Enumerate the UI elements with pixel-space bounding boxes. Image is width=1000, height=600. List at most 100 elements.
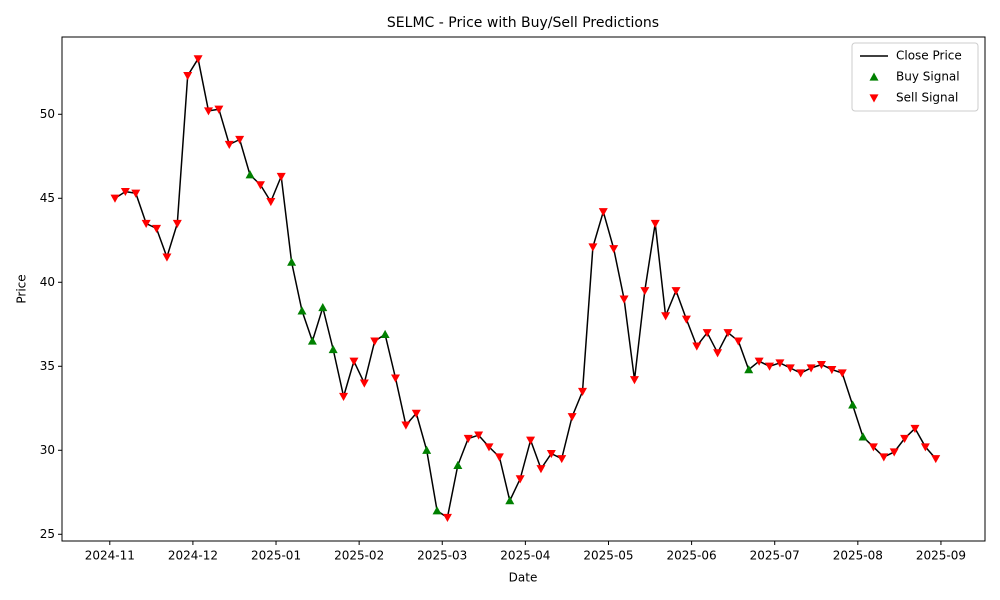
sell-marker (702, 329, 712, 338)
y-axis-label: Price (15, 274, 29, 303)
sell-marker (349, 357, 359, 366)
sell-marker (681, 315, 691, 324)
buy-marker (307, 336, 317, 345)
sell-marker (276, 172, 286, 181)
sell-marker (557, 455, 567, 464)
plot-frame (61, 36, 986, 542)
sell-marker (255, 181, 265, 190)
y-tick-label: 45 (40, 191, 55, 205)
x-tick-label: 2025-07 (750, 549, 800, 563)
x-tick-label: 2024-12 (168, 549, 218, 563)
y-tick-label: 35 (40, 359, 55, 373)
sell-marker (650, 219, 660, 228)
sell-marker (629, 376, 639, 385)
sell-marker (546, 450, 556, 459)
x-tick-label: 2025-05 (583, 549, 633, 563)
x-tick-label: 2025-08 (833, 549, 883, 563)
legend-box (851, 42, 979, 112)
buy-marker (287, 257, 297, 266)
sell-marker (879, 453, 889, 462)
buy-marker (422, 445, 432, 454)
legend-swatch (869, 94, 879, 103)
sell-marker (172, 219, 182, 228)
sell-marker (816, 361, 826, 370)
sell-marker (910, 424, 920, 433)
sell-marker (442, 513, 452, 522)
buy-marker (858, 432, 868, 441)
sell-marker (183, 72, 193, 81)
buy-marker (432, 506, 442, 515)
sell-marker (900, 434, 910, 444)
sell-marker (474, 431, 484, 440)
x-axis-label: Date (509, 571, 538, 585)
sell-marker (193, 55, 203, 64)
x-tick-label: 2024-11 (85, 549, 135, 563)
sell-marker (619, 295, 629, 304)
sell-marker (733, 337, 743, 346)
sell-marker (214, 105, 224, 114)
chart-title: SELMC - Price with Buy/Sell Predictions (387, 15, 659, 31)
buy-marker (505, 496, 515, 505)
sell-marker (401, 421, 411, 430)
sell-marker (765, 362, 775, 371)
x-tick-label: 2025-06 (667, 549, 717, 563)
sell-marker (359, 379, 369, 388)
sell-marker (588, 243, 598, 252)
sell-marker (224, 140, 234, 150)
x-tick-label: 2025-09 (916, 549, 966, 563)
sell-marker (889, 448, 899, 457)
sell-marker (806, 364, 816, 373)
sell-marker (640, 287, 650, 296)
y-tick-label: 40 (40, 275, 55, 289)
sell-marker (785, 364, 795, 373)
sell-marker (203, 107, 213, 116)
sell-marker (141, 219, 151, 228)
sell-marker (152, 224, 162, 234)
sell-marker (868, 443, 878, 452)
legend-swatch (869, 72, 879, 81)
sell-marker (339, 392, 349, 402)
sell-marker (775, 359, 785, 368)
sell-marker (671, 287, 681, 296)
sell-marker (463, 434, 473, 444)
sell-marker (578, 387, 588, 396)
buy-marker (744, 365, 754, 374)
y-tick-label: 25 (40, 527, 55, 541)
buy-marker (848, 400, 858, 409)
sell-marker (827, 366, 837, 375)
buy-marker (297, 306, 307, 315)
sell-marker (370, 337, 380, 346)
sell-marker (131, 189, 141, 198)
sell-marker (567, 413, 577, 422)
x-tick-label: 2025-04 (500, 549, 550, 563)
sell-marker (536, 465, 546, 474)
sell-marker (796, 369, 806, 378)
x-tick-label: 2025-03 (417, 549, 467, 563)
sell-marker (494, 453, 504, 462)
buy-marker (245, 170, 255, 179)
sell-marker (692, 342, 702, 351)
buy-marker (453, 460, 463, 469)
y-tick-label: 50 (40, 107, 55, 121)
sell-marker (931, 455, 941, 464)
sell-marker (609, 245, 619, 254)
x-tick-label: 2025-02 (334, 549, 384, 563)
sell-marker (526, 436, 536, 445)
x-tick-label: 2025-01 (251, 549, 301, 563)
buy-marker (328, 344, 338, 354)
sell-marker (837, 369, 847, 378)
sell-marker (110, 194, 120, 203)
sell-marker (120, 187, 130, 197)
sell-marker (754, 357, 764, 366)
sell-marker (661, 312, 671, 321)
sell-marker (411, 409, 421, 418)
sell-marker (713, 349, 723, 358)
legend-label: Close Price (896, 49, 962, 63)
legend-label: Buy Signal (896, 70, 960, 84)
legend-label: Sell Signal (896, 91, 958, 105)
buy-marker (318, 302, 328, 312)
sell-marker (598, 208, 608, 217)
